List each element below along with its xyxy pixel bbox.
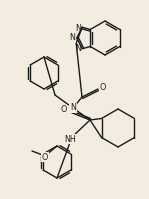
Text: O: O — [42, 152, 48, 162]
Text: O: O — [100, 84, 106, 93]
Text: N: N — [70, 103, 76, 112]
Text: O: O — [61, 105, 67, 114]
Text: N: N — [69, 33, 75, 43]
Text: N: N — [75, 44, 81, 53]
Text: N: N — [75, 24, 81, 33]
Text: NH: NH — [64, 135, 76, 143]
